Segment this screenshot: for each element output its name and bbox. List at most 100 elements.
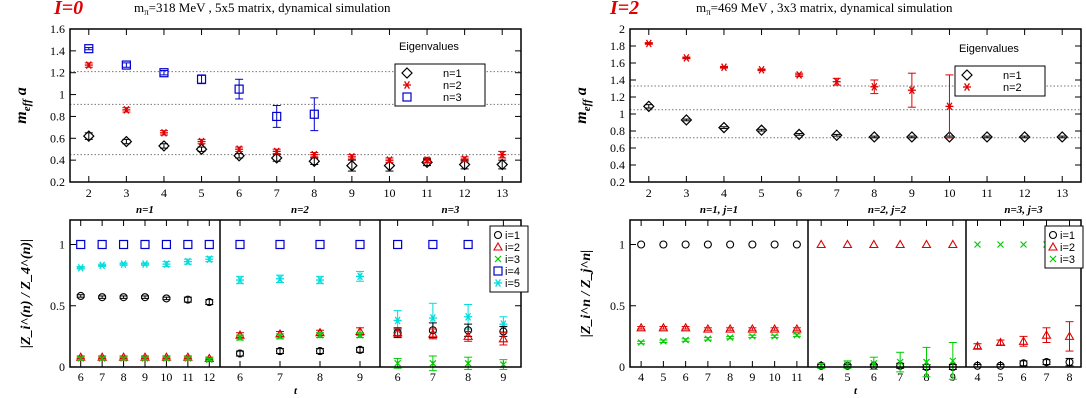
y-axis-label: |Z_i^n / Z_j^n|: [579, 250, 594, 337]
right-header-text: mπ=469 MeV , 3x3 matrix, dynamical simul…: [696, 0, 953, 17]
bottom-left-1-point-i5-12: [205, 255, 214, 264]
x-tick-label: 9: [349, 186, 355, 200]
bottom-left-1-point-i4-9: [140, 239, 150, 250]
legend-marker-i=1: [493, 230, 503, 240]
x-tick-label: 3: [123, 186, 129, 200]
y-tick-label: 1.4: [50, 44, 65, 58]
top-left-point-n=3-2: [84, 44, 94, 54]
panel-title: n=2: [291, 204, 309, 216]
panel-3: n=3, j=3 4 5 6 7 8: [965, 204, 1075, 384]
top-right-point-n=1-4: [718, 121, 730, 134]
y-tick-label: 0.6: [610, 141, 625, 155]
bottom-left-1-point-i3-10: [163, 355, 170, 362]
bottom-right-2-point-i2-7: [895, 239, 906, 249]
bottom-left-2-point-i4-6: [235, 239, 245, 250]
legend-label: n=1: [1003, 70, 1022, 82]
legend-marker-i=2: [493, 241, 503, 251]
bottom-left-3-point-i5-6: [393, 316, 402, 325]
x-tick-label: 11: [182, 370, 194, 384]
bottom-left-2-point-i5-7: [276, 274, 284, 283]
top-left-point-n=2-13: [498, 150, 507, 159]
bottom-left-2-point-i1-7: [275, 347, 285, 356]
top-left-point-n=2-2: [84, 61, 93, 70]
top-right-point-n=2-8: [870, 82, 879, 91]
bottom-right-2-point-i3-8: [923, 358, 930, 366]
bottom-left-3-point-i2-7: [427, 328, 438, 338]
panel-1: n=1 6 7 8 9 10 11 12: [75, 204, 215, 384]
top-right-point-n=1-8: [868, 131, 881, 143]
x-tick-label: 5: [199, 186, 205, 200]
legend-box: [954, 65, 1046, 97]
top-left-errorbar: [197, 74, 206, 85]
top-left-errorbar: [272, 105, 281, 128]
x-tick-label: 5: [998, 370, 1004, 384]
x-tick-label: 5: [845, 370, 851, 384]
top-left-point-n=1-13: [496, 158, 509, 171]
y-tick-label: 0.5: [50, 299, 65, 313]
bottom-left-1-point-i3-9: [141, 355, 149, 362]
bottom-left-1-point-i4-6: [76, 239, 86, 250]
top-right-point-n=2-3: [682, 53, 691, 62]
bottom-right-1-point-i1-4: [637, 240, 646, 249]
top-right-errorbar: [907, 135, 916, 139]
panel-1: n=1, j=1 4 5 6 7 8 9 10 11: [636, 204, 803, 384]
legend-marker-i=3: [494, 255, 502, 263]
x-tick-label: 6: [78, 370, 84, 384]
bottom-left-3-point-i2-8: [463, 331, 474, 340]
legend-label: i=2: [1060, 242, 1075, 254]
legend: Eigenvalues n=1n=2: [954, 43, 1046, 97]
bottom-left-2-point-i5-9: [356, 272, 364, 281]
y-tick-label: 2: [619, 22, 625, 36]
top-right-point-n=1-11: [981, 131, 993, 143]
bottom-right-1-point-i1-9: [748, 240, 757, 249]
top-right-point-n=2-6: [795, 70, 804, 79]
top-left-point-n=2-4: [159, 128, 168, 137]
x-tick-label: 9: [749, 370, 755, 384]
bottom-left-1-point-i1-9: [140, 293, 150, 302]
x-tick-label: 6: [683, 370, 689, 384]
top-right-point-n=1-12: [1018, 131, 1031, 143]
bottom-left-1-point-i4-7: [97, 239, 107, 250]
x-tick-label: 11: [981, 186, 993, 200]
top-left-point-n=2-8: [310, 150, 319, 159]
legend-marker-n=1: [401, 67, 413, 79]
chart-bottom-left: n=1 6 7 8 9 10 11 12 n=2 6 7 8 9 n=3 6 7 8 9 0 0.5 1 t |Z_i^(n…: [19, 204, 529, 397]
top-right-point-n=2-10: [945, 102, 954, 111]
top-left-point-n=1-2: [82, 130, 95, 142]
top-right-errorbar: [832, 133, 841, 137]
y-tick-label: 1.2: [50, 66, 65, 80]
top-left-point-n=2-11: [423, 156, 432, 165]
bottom-left-1-point-i1-8: [119, 293, 128, 302]
top-right-errorbar: [719, 126, 728, 129]
legend-label: i=2: [505, 242, 520, 254]
legend-label: i=3: [1060, 254, 1075, 266]
top-right-errorbar: [644, 104, 653, 109]
x-tick-label: 6: [237, 370, 243, 384]
x-tick-label: 6: [1021, 370, 1027, 384]
y-tick-label: 1.4: [610, 73, 625, 87]
y-tick-label: 0.4: [50, 153, 65, 167]
x-tick-label: 11: [791, 370, 803, 384]
top-left-point-n=3-4: [159, 68, 169, 78]
bottom-left-1-point-i1-7: [98, 293, 107, 302]
top-left-point-n=2-5: [197, 137, 206, 146]
x-tick-label: 2: [646, 186, 652, 200]
top-left-point-n=2-10: [385, 156, 394, 165]
top-left-point-n=3-6: [234, 84, 244, 94]
bottom-right-1-point-i3-7: [704, 335, 712, 343]
legend-label: n=1: [443, 68, 462, 80]
bottom-right-1-point-i3-8: [726, 334, 734, 342]
bottom-right-3-point-i1-8: [1065, 358, 1074, 367]
top-left-point-n=1-6: [233, 149, 245, 162]
panel-title: n=3, j=3: [1004, 204, 1043, 216]
bottom-right-1-point-i2-5: [658, 322, 669, 332]
y-tick-label: 0.8: [610, 124, 625, 138]
bottom-left-1-errorbar: [76, 294, 85, 298]
y-tick-label: 1: [59, 238, 65, 252]
top-left-point-n=1-10: [383, 159, 396, 172]
x-axis-label: t: [294, 385, 298, 397]
bottom-left-2-point-i4-8: [315, 239, 325, 250]
bottom-left-1-errorbar: [162, 296, 171, 301]
y-tick-label: 1: [619, 238, 625, 252]
x-tick-label: 6: [236, 186, 242, 200]
